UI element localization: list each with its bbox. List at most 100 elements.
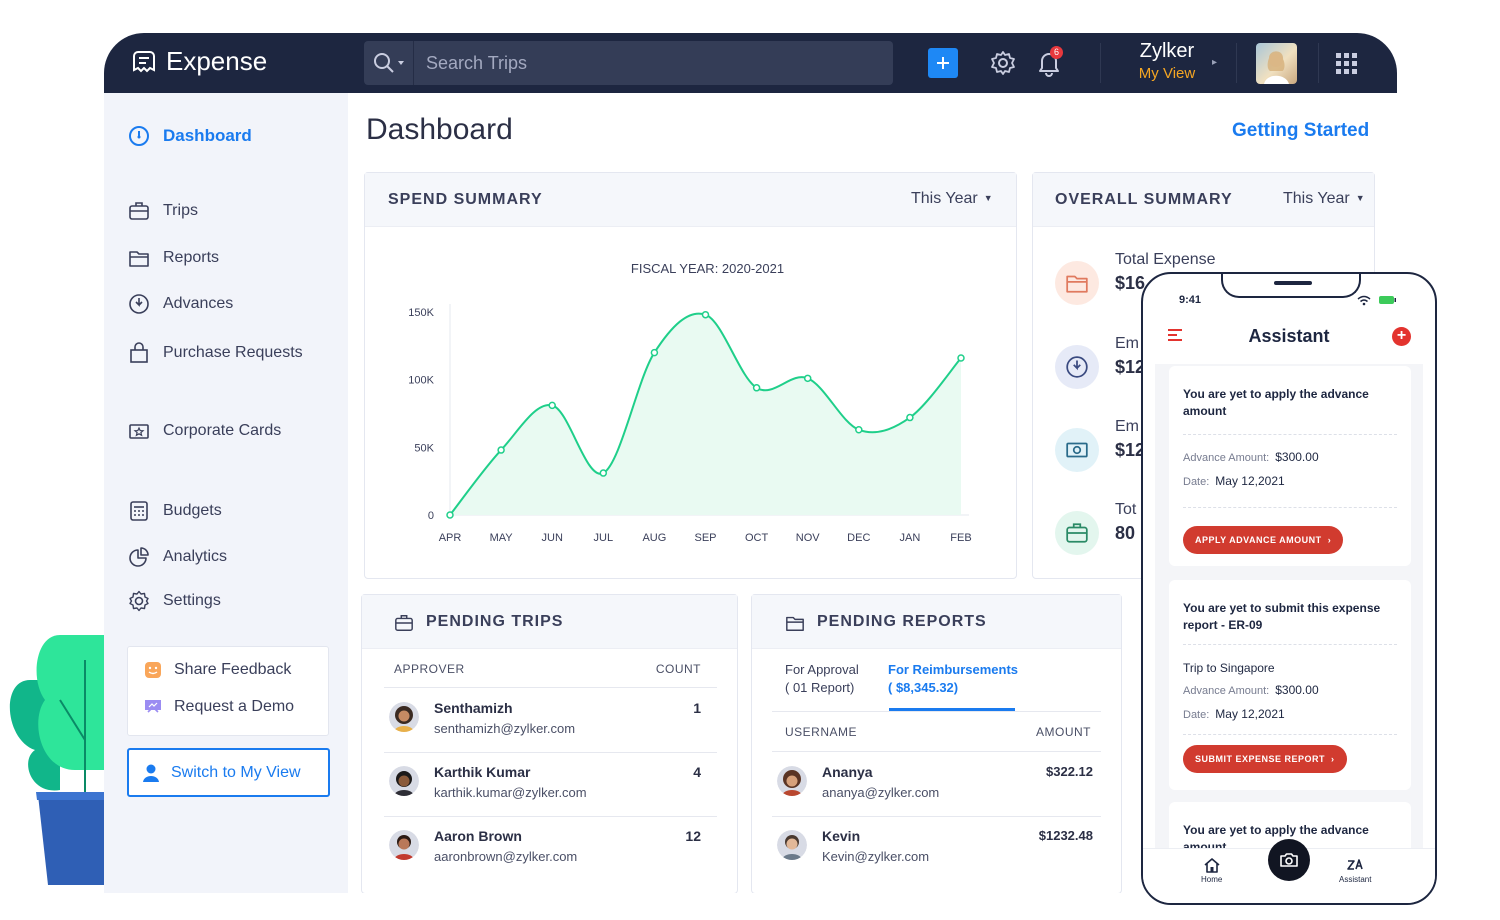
smiley-icon <box>145 662 161 678</box>
trip-count: 12 <box>685 828 701 844</box>
sidebar-item-label: Trips <box>163 202 198 219</box>
period-dropdown[interactable]: This Year ▼ <box>911 190 993 208</box>
getting-started-link[interactable]: Getting Started <box>1232 120 1370 141</box>
phone-notch <box>1221 274 1361 298</box>
tab-sub-label: ( $8,345.32) <box>888 680 959 695</box>
summary-icon-circle <box>1055 345 1099 389</box>
sidebar-item-budgets[interactable]: Budgets <box>128 500 222 522</box>
apply-advance-button[interactable]: APPLY ADVANCE AMOUNT › <box>1183 526 1344 554</box>
column-header-approver: APPROVER <box>394 662 465 676</box>
sidebar-item-advances[interactable]: Advances <box>128 293 233 315</box>
clock-arrow-icon <box>129 294 149 314</box>
search-filter-button[interactable] <box>364 41 414 85</box>
card-icon <box>129 424 149 439</box>
switch-view-button[interactable]: Switch to My View <box>127 748 330 797</box>
expense-logo-icon <box>133 50 155 72</box>
tab-assistant[interactable]: Assistant <box>1339 857 1371 884</box>
data-point <box>650 348 659 357</box>
table-row[interactable]: Aaron Brown aaronbrown@zylker.com 12 <box>384 816 717 880</box>
phone-add-button[interactable]: + <box>1392 327 1411 346</box>
field-value: May 12,2021 <box>1215 707 1285 721</box>
current-view-label: My View <box>1138 65 1196 82</box>
table-row[interactable]: Senthamizh senthamizh@zylker.com 1 <box>384 688 717 752</box>
sidebar-item-reports[interactable]: Reports <box>128 247 219 269</box>
summary-item-2[interactable]: Em $12 <box>1055 335 1145 389</box>
x-tick-label: APR <box>439 532 462 544</box>
sidebar-item-label: Dashboard <box>163 126 252 145</box>
period-dropdown[interactable]: This Year ▼ <box>1283 190 1365 208</box>
sidebar-item-trips[interactable]: Trips <box>128 200 198 222</box>
table-row[interactable]: Kevin Kevin@zylker.com $1232.48 <box>772 816 1101 880</box>
briefcase-icon <box>1066 523 1088 543</box>
column-header-count: COUNT <box>655 662 701 676</box>
sidebar-item-purchase-requests[interactable]: Purchase Requests <box>128 342 303 364</box>
avatar <box>389 766 419 796</box>
panel-header: PENDING TRIPS <box>362 595 737 649</box>
column-header-amount: AMOUNT <box>1036 725 1091 739</box>
approver-email: aaronbrown@zylker.com <box>434 849 578 864</box>
divider <box>772 711 1101 712</box>
y-tick-label: 50K <box>414 442 434 454</box>
active-tab-indicator <box>889 708 1015 711</box>
field-label: Advance Amount: <box>1183 452 1270 464</box>
tab-home[interactable]: Home <box>1201 857 1222 884</box>
table-row[interactable]: Ananya ananya@zylker.com $322.12 <box>772 752 1101 816</box>
button-label: APPLY ADVANCE AMOUNT <box>1195 535 1322 545</box>
app-logo-text: Expense <box>166 46 268 76</box>
menu-icon[interactable] <box>1168 328 1184 342</box>
assistant-icon <box>1347 859 1363 870</box>
user-avatar[interactable] <box>1256 43 1297 84</box>
advance-amount-row: Advance Amount: $300.00 <box>1183 450 1319 464</box>
summary-value: $12 <box>1115 357 1146 377</box>
button-label: SUBMIT EXPENSE REPORT <box>1195 754 1326 764</box>
presentation-icon <box>145 700 161 713</box>
spend-chart: FISCAL YEAR: 2020-2021 0 50K 100K 150K APR MAY… <box>408 261 971 544</box>
data-point <box>906 413 914 422</box>
camera-button[interactable] <box>1268 839 1310 881</box>
avatar <box>777 766 807 796</box>
tab-for-approval[interactable]: For Approval ( 01 Report) <box>785 661 859 697</box>
pie-chart-icon <box>129 547 149 567</box>
table-row[interactable]: Karthik Kumar karthik.kumar@zylker.com 4 <box>384 752 717 816</box>
cash-icon <box>1066 442 1088 458</box>
series-line <box>449 312 962 516</box>
quick-create-button[interactable] <box>928 48 958 78</box>
sidebar-item-corporate-cards[interactable]: Corporate Cards <box>128 420 281 442</box>
chart-title: FISCAL YEAR: 2020-2021 <box>631 261 784 276</box>
caret-right-icon[interactable]: ▸ <box>1212 57 1218 68</box>
search-input[interactable] <box>414 52 854 74</box>
app-logo[interactable]: Expense <box>130 46 267 77</box>
summary-item-3[interactable]: Em $12 <box>1055 418 1145 472</box>
summary-item-4[interactable]: Tot 80 <box>1055 501 1136 555</box>
folder-icon <box>786 616 804 631</box>
sidebar-item-settings[interactable]: Settings <box>128 590 221 612</box>
shopping-bag-icon <box>130 342 148 363</box>
sidebar-item-dashboard[interactable]: Dashboard <box>128 125 252 147</box>
assistant-card: You are yet to submit this expense repor… <box>1169 580 1411 790</box>
approver-email: karthik.kumar@zylker.com <box>434 785 587 800</box>
apps-grid-icon[interactable] <box>1336 53 1358 75</box>
settings-gear-icon[interactable] <box>990 50 1016 76</box>
sidebar-item-analytics[interactable]: Analytics <box>128 546 227 568</box>
phone-content: You are yet to apply the advance amount … <box>1155 364 1423 850</box>
y-tick-label: 100K <box>408 375 434 387</box>
tab-for-reimbursements[interactable]: For Reimbursements ( $8,345.32) <box>888 661 1018 697</box>
field-value: $300.00 <box>1275 450 1319 464</box>
summary-item-total-expense[interactable]: Total Expense $16 <box>1055 251 1216 305</box>
plus-icon <box>937 57 949 69</box>
folder-icon <box>129 251 149 267</box>
share-feedback-link[interactable]: Share Feedback <box>144 661 291 679</box>
request-demo-link[interactable]: Request a Demo <box>144 698 294 716</box>
column-header-username: USERNAME <box>785 725 858 739</box>
period-value: This Year <box>911 190 978 207</box>
assistant-card: You are yet to apply the advance amount … <box>1169 366 1411 566</box>
data-point <box>803 374 812 383</box>
org-name: Zylker <box>1139 40 1195 62</box>
divider <box>1183 644 1397 645</box>
summary-value: 80 <box>1115 523 1136 543</box>
phone-tab-bar: Home Assistant <box>1143 839 1435 903</box>
home-icon <box>1204 858 1220 873</box>
submit-expense-report-button[interactable]: SUBMIT EXPENSE REPORT › <box>1183 745 1347 773</box>
org-switcher[interactable]: Zylker My View <box>1134 40 1200 82</box>
divider <box>1100 43 1101 83</box>
